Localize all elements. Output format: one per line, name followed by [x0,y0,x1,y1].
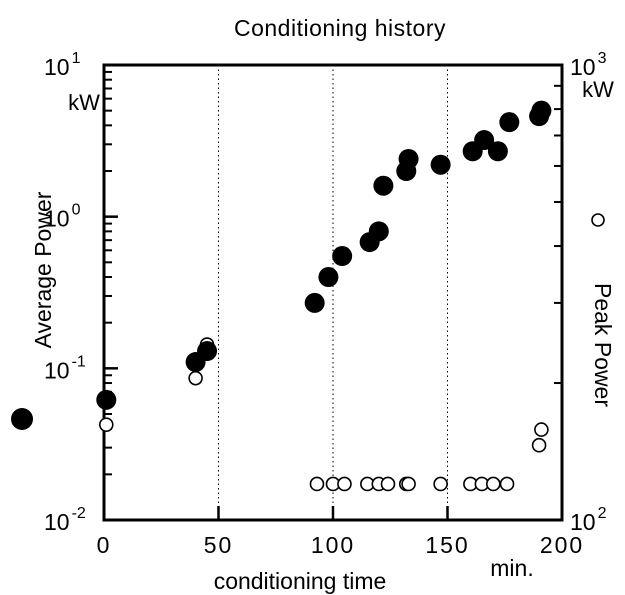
data-point-peak-power [98,417,114,432]
left-axis-tick-label: 10 1 [44,50,81,80]
data-point-average-power [96,389,117,410]
data-point-average-power [318,267,339,288]
data-point-average-power [197,341,218,362]
data-point-average-power [430,154,451,175]
right-axis-tick-label: 10 2 [570,505,607,535]
data-point-peak-power [309,476,325,492]
x-tick-label: 0 [97,532,112,558]
data-point-average-power [373,175,394,196]
left-axis-legend-marker-filled [11,408,33,430]
x-axis-label: conditioning time [214,568,387,594]
chart-title: Conditioning history [234,15,446,41]
data-point-peak-power [433,476,448,492]
left-axis-tick-label: 10 -1 [44,353,86,383]
data-point-peak-power [499,476,515,492]
data-point-average-power [531,100,552,121]
x-tick-label: 150 [425,532,469,558]
left-axis-tick-label: 10 -2 [44,505,86,535]
x-axis-ticks: 0 50 100 150 200 [97,506,584,558]
left-axis-label: Average Power [30,191,56,348]
data-point-peak-power [380,476,396,492]
data-point-peak-power [485,476,501,492]
data-point-average-power [499,112,520,133]
left-axis-tick-label: 10 0 [44,202,81,232]
x-tick-label: 100 [311,532,355,558]
series-average-power [96,100,552,410]
data-point-average-power [474,130,495,151]
x-tick-label: 200 [540,532,584,558]
data-point-average-power [332,246,353,267]
x-tick-label: 50 [204,532,234,558]
left-axis-unit: kW [68,90,100,115]
data-point-peak-power [531,437,547,453]
right-axis-label: Peak Power [590,283,616,407]
data-point-peak-power [534,422,549,437]
series-peak-power [98,337,549,492]
data-point-average-power [368,221,389,242]
right-axis-unit: kW [582,77,614,102]
x-axis-unit: min. [490,555,533,581]
right-axis-tick-label: 10 3 [570,50,607,80]
data-point-average-power [398,149,419,170]
data-point-peak-power [188,370,203,386]
data-point-average-power [487,141,508,162]
right-axis-legend-marker-open [591,213,605,227]
data-point-peak-power [401,476,416,492]
data-point-peak-power [337,476,352,492]
vertical-gridlines [218,65,448,520]
data-point-average-power [304,292,325,313]
